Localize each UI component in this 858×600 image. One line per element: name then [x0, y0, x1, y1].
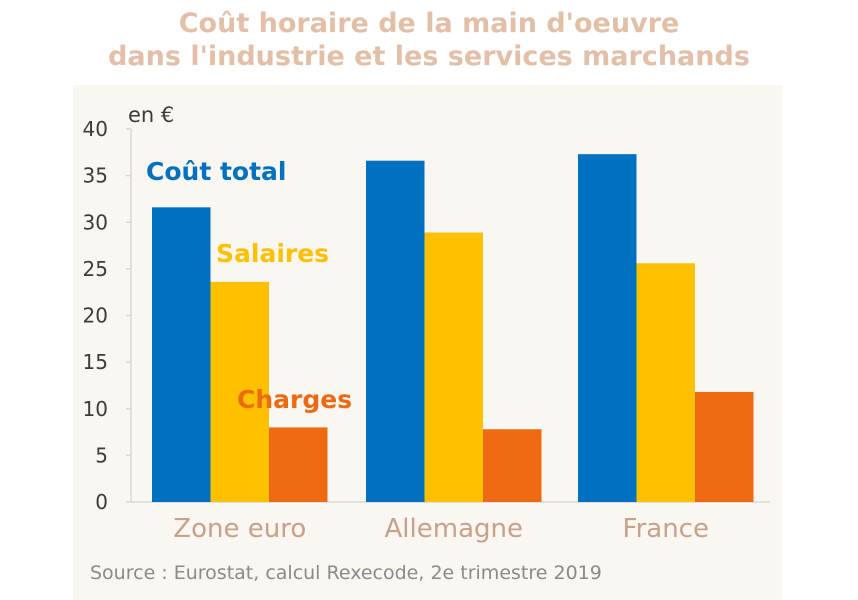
bar-1-0 — [366, 160, 425, 502]
y-tick-label: 15 — [83, 350, 108, 374]
y-tick-label: 40 — [83, 117, 108, 141]
source-note: Source : Eurostat, calcul Rexecode, 2e t… — [90, 562, 602, 584]
bar-2-2 — [695, 391, 754, 502]
series-label-salaires: Salaires — [216, 239, 329, 268]
y-unit-label: en € — [128, 103, 174, 127]
x-category-label: Zone euro — [173, 514, 306, 544]
bar-0-1 — [210, 281, 269, 502]
bar-0-2 — [269, 427, 328, 502]
bar-1-2 — [483, 429, 542, 502]
y-tick-label: 5 — [95, 443, 108, 467]
chart-title-line-2: dans l'industrie et les services marchan… — [108, 41, 750, 72]
y-tick-label: 0 — [95, 490, 108, 514]
series-label-total: Coût total — [146, 157, 287, 186]
x-category-label: Allemagne — [385, 514, 523, 544]
bar-2-0 — [578, 154, 637, 503]
series-label-charges: Charges — [237, 385, 352, 414]
y-tick-label: 25 — [83, 257, 108, 281]
y-tick-label: 30 — [83, 210, 108, 234]
bar-1-1 — [424, 232, 483, 502]
bar-2-1 — [636, 263, 695, 502]
bar-0-0 — [152, 207, 211, 502]
chart-title-line-1: Coût horaire de la main d'oeuvre — [178, 8, 680, 39]
y-tick-label: 10 — [83, 397, 108, 421]
y-tick-label: 20 — [83, 304, 108, 328]
x-category-label: France — [623, 514, 709, 544]
y-tick-label: 35 — [83, 164, 108, 188]
